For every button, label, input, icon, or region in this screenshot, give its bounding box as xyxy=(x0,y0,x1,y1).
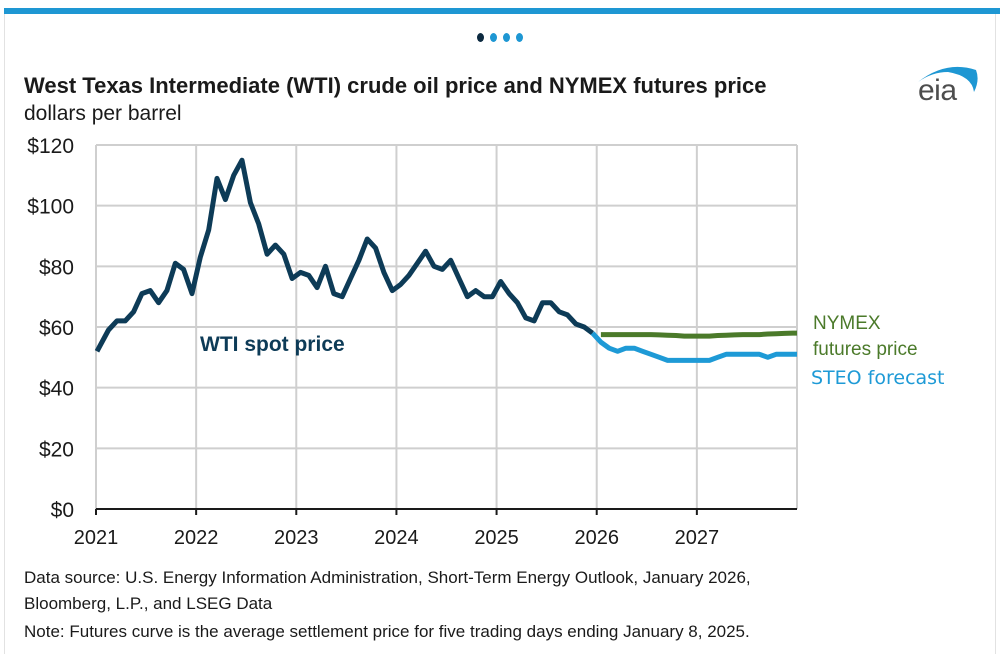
x-tick-label: 2025 xyxy=(474,527,519,549)
source-note-line1: Data source: U.S. Energy Information Adm… xyxy=(24,568,751,587)
eia-logo-text: eia xyxy=(918,74,957,107)
steo-forecast-line xyxy=(590,331,797,363)
chart-subtitle: dollars per barrel xyxy=(24,102,182,125)
y-tick-label: $40 xyxy=(39,378,74,401)
x-tick-label: 2027 xyxy=(675,527,720,549)
y-tick-label: $80 xyxy=(39,256,74,279)
eia-logo: eia xyxy=(912,62,984,112)
y-tick-label: $120 xyxy=(27,135,74,158)
y-tick-label: $0 xyxy=(51,499,74,522)
x-tick-label: 2021 xyxy=(74,527,119,549)
carousel-pagination xyxy=(0,33,1000,42)
y-tick-label: $100 xyxy=(27,196,74,219)
top-accent-bar xyxy=(4,8,1000,14)
series-labels: WTI spot price NYMEX futures price STEO … xyxy=(200,313,945,389)
carousel-dot-1[interactable] xyxy=(477,33,484,42)
nymex-series-label-line2: futures price xyxy=(813,339,918,360)
wti-series-label: WTI spot price xyxy=(200,333,345,356)
series-lines xyxy=(94,157,797,363)
eia-logo-swoosh-icon xyxy=(918,66,978,92)
carousel-dot-3[interactable] xyxy=(503,33,510,42)
nymex-futures-line xyxy=(600,330,797,339)
x-tick-label: 2022 xyxy=(174,527,219,549)
carousel-dot-4[interactable] xyxy=(516,33,523,42)
x-tick-label: 2026 xyxy=(574,527,619,549)
x-axis-tick-labels: 2021 2022 2023 2024 2025 2026 2027 xyxy=(74,527,719,549)
chart-frame xyxy=(4,14,996,654)
y-tick-label: $20 xyxy=(39,438,74,461)
wti-spot-price-line xyxy=(94,157,594,353)
futures-note: Note: Futures curve is the average settl… xyxy=(24,622,750,641)
x-tick-label: 2024 xyxy=(374,527,419,549)
carousel-dot-2[interactable] xyxy=(490,33,497,42)
grid-lines xyxy=(95,144,798,515)
y-tick-label: $60 xyxy=(39,317,74,340)
y-axis-tick-labels: $0 $20 $40 $60 $80 $100 $120 xyxy=(27,135,74,522)
x-tick-label: 2023 xyxy=(274,527,319,549)
steo-series-label: STEO forecast xyxy=(811,367,945,389)
source-note-line2: Bloomberg, L.P., and LSEG Data xyxy=(24,594,273,613)
nymex-series-label-line1: NYMEX xyxy=(813,313,881,334)
chart-title: West Texas Intermediate (WTI) crude oil … xyxy=(24,73,767,98)
